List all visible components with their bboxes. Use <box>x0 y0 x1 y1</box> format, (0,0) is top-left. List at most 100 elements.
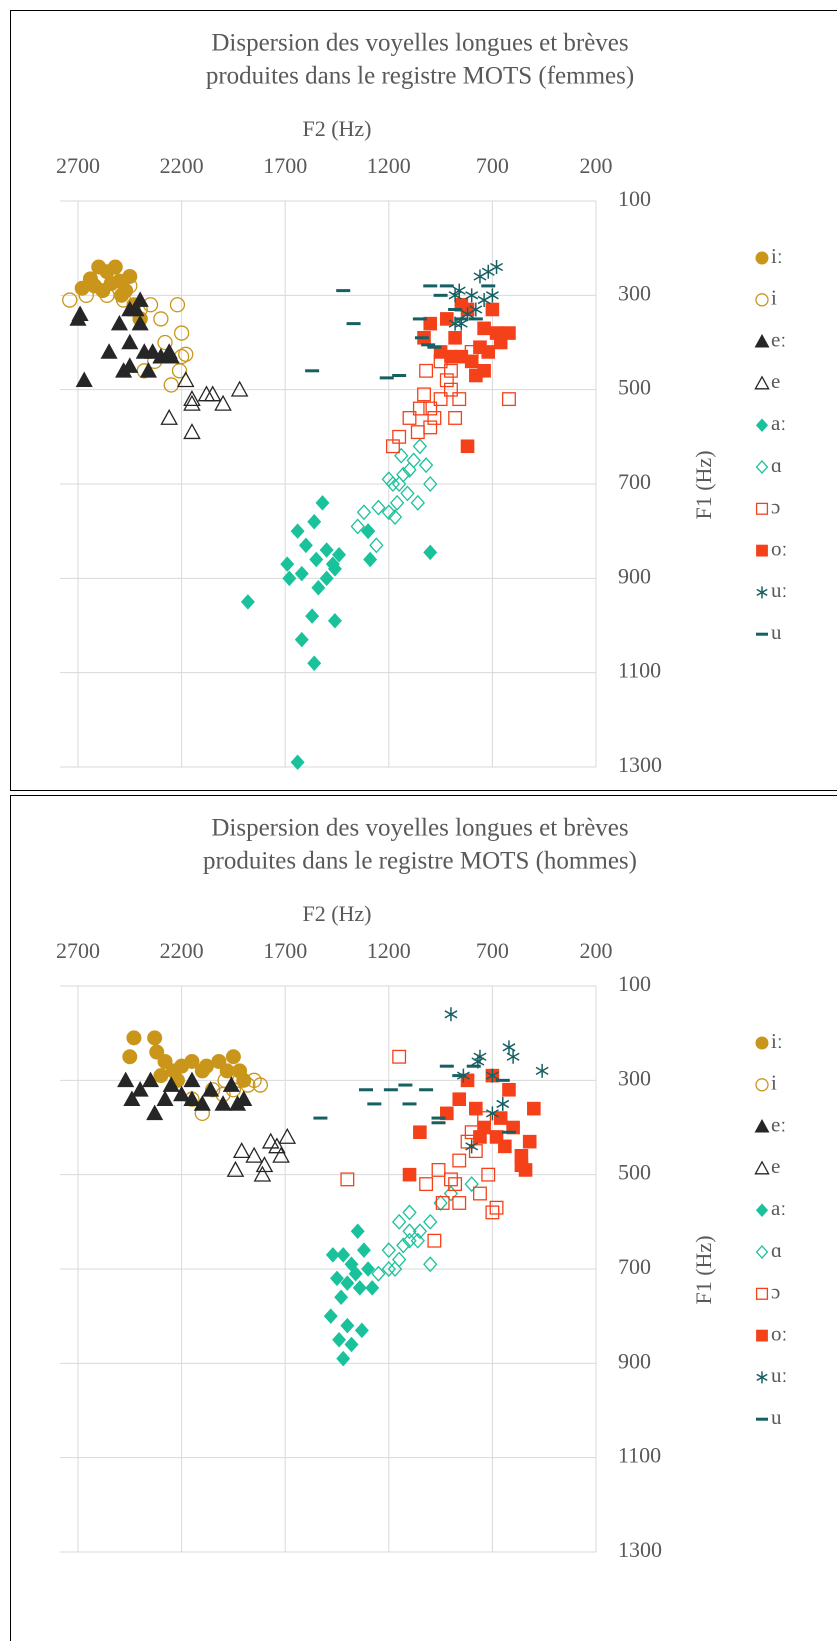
data-point <box>452 1196 467 1210</box>
data-point <box>183 390 201 407</box>
data-point <box>348 1265 363 1282</box>
x-tick-label: 700 <box>476 938 509 963</box>
data-point <box>423 401 438 416</box>
data-point <box>334 1289 349 1306</box>
data-point <box>214 394 232 411</box>
legend-label: aː <box>771 1196 786 1220</box>
data-point <box>489 1200 504 1215</box>
data-point <box>226 1160 245 1177</box>
y-tick-label: 500 <box>618 375 651 400</box>
data-point <box>485 288 499 303</box>
data-point <box>506 1049 520 1064</box>
data-point <box>440 312 454 326</box>
x-tick-label: 2200 <box>160 153 204 178</box>
data-point <box>410 494 425 511</box>
x-tick-label: 1700 <box>263 153 307 178</box>
data-point <box>391 1251 407 1268</box>
y-axis-label: F1 (Hz) <box>691 450 716 519</box>
data-point <box>465 1139 479 1154</box>
x-tick-label: 2700 <box>56 153 100 178</box>
data-point <box>176 371 195 388</box>
data-point <box>278 1127 297 1144</box>
data-point <box>502 326 516 340</box>
x-axis-label: F2 (Hz) <box>302 901 371 926</box>
data-point <box>340 1275 355 1291</box>
x-tick-label: 1200 <box>367 938 411 963</box>
y-axis-label: F1 (Hz) <box>691 1235 716 1304</box>
data-point <box>340 1317 355 1334</box>
data-point <box>365 1280 380 1296</box>
data-point <box>413 1125 427 1140</box>
data-point <box>396 1237 411 1254</box>
data-point <box>502 1040 516 1055</box>
data-point <box>327 613 342 629</box>
data-point <box>139 362 157 378</box>
data-point <box>448 1177 463 1192</box>
data-point <box>387 509 403 525</box>
data-point <box>184 1053 200 1069</box>
data-point <box>440 1106 454 1121</box>
data-point <box>336 1350 351 1367</box>
data-point <box>402 1167 417 1182</box>
data-point <box>473 1049 487 1064</box>
legend-marker <box>755 251 769 265</box>
data-point <box>107 259 123 275</box>
legend-marker <box>755 418 769 432</box>
data-point <box>323 1308 338 1324</box>
data-point <box>433 392 448 407</box>
data-point <box>427 411 442 425</box>
data-point <box>371 1265 386 1282</box>
data-point <box>477 321 491 336</box>
data-point <box>156 1090 174 1106</box>
data-point <box>410 425 425 440</box>
data-point <box>473 1130 487 1144</box>
data-point <box>75 371 93 388</box>
data-point <box>396 466 411 483</box>
y-tick-label: 1300 <box>618 1537 662 1562</box>
data-point <box>171 363 188 379</box>
data-point <box>418 457 434 474</box>
data-point <box>178 346 194 362</box>
legend-marker <box>756 1329 768 1342</box>
chart-border <box>10 795 837 1641</box>
chart-title: Dispersion des voyelles longues et brève… <box>211 815 628 842</box>
data-point <box>522 1134 537 1149</box>
data-point <box>121 333 139 350</box>
legend-marker <box>756 544 768 557</box>
data-point <box>255 1156 274 1173</box>
legend-marker <box>755 502 769 515</box>
data-point <box>144 343 162 359</box>
data-point <box>485 1068 499 1083</box>
y-tick-label: 900 <box>618 1348 651 1373</box>
data-point <box>502 392 516 407</box>
data-point <box>369 537 384 554</box>
chart: Dispersion des voyelles longues et brève… <box>10 795 837 1641</box>
data-point <box>62 292 78 308</box>
legend-marker <box>756 586 768 599</box>
data-point <box>173 325 190 341</box>
data-point <box>294 631 309 648</box>
y-tick-label: 900 <box>618 563 651 588</box>
data-point <box>162 1076 180 1092</box>
legend-label: e <box>771 369 780 393</box>
legend-label: i <box>771 1071 777 1095</box>
data-point <box>435 1196 450 1210</box>
data-point <box>330 1270 344 1287</box>
data-point <box>78 287 94 303</box>
data-point <box>340 1172 355 1187</box>
data-point <box>183 423 201 440</box>
data-point <box>350 518 365 535</box>
data-point <box>410 1232 425 1249</box>
y-tick-label: 1300 <box>618 752 662 777</box>
data-point <box>363 551 378 568</box>
legend-label: ɑ <box>771 453 782 477</box>
x-tick-label: 1200 <box>367 153 411 178</box>
data-point <box>452 283 466 298</box>
data-point <box>496 1096 510 1111</box>
data-point <box>493 1111 508 1125</box>
legend-label: aː <box>771 411 786 435</box>
data-point <box>69 310 87 326</box>
data-point <box>452 1074 467 1078</box>
data-point <box>427 345 442 349</box>
data-point <box>444 363 458 378</box>
